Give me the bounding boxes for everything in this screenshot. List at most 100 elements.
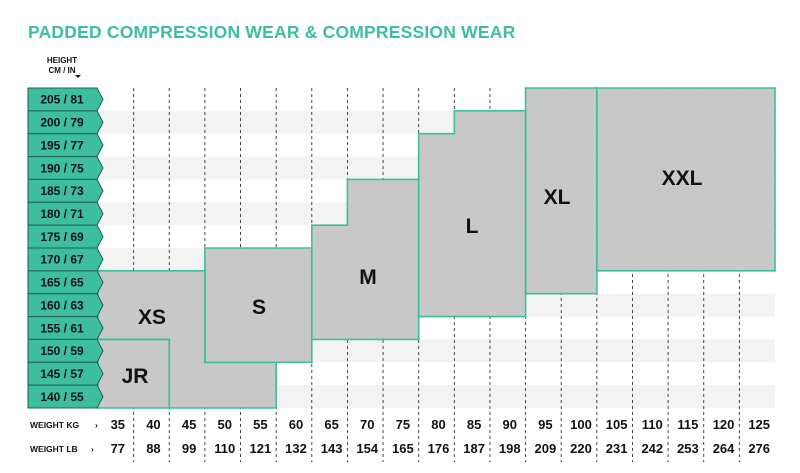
weight-kg-value: 35	[111, 417, 125, 432]
weight-lb-value: 276	[748, 441, 770, 456]
size-cell-l	[454, 248, 491, 272]
height-tag-label: 200 / 79	[40, 116, 84, 130]
size-cell-xxl	[596, 88, 633, 112]
size-cell-m	[383, 179, 420, 203]
size-cell-m	[347, 179, 384, 203]
weight-lb-value: 110	[214, 441, 235, 456]
height-tag	[27, 178, 104, 203]
size-cell-m	[311, 248, 348, 272]
height-tag-label: 165 / 65	[40, 276, 84, 290]
height-tag	[27, 224, 104, 249]
size-cell-xxl	[668, 225, 705, 249]
height-tag-label: 145 / 57	[40, 367, 84, 381]
size-cell-l	[454, 133, 491, 158]
size-cell-xxl	[739, 179, 776, 203]
size-cell-xxl	[668, 248, 705, 272]
height-tag	[27, 293, 104, 318]
size-cell-l	[489, 225, 527, 249]
size-cell-xxl	[668, 179, 705, 203]
weight-kg-value: 120	[713, 417, 735, 432]
weight-lb-value: 121	[249, 441, 271, 456]
weight-lb-value: 132	[285, 441, 307, 456]
size-cell-l	[489, 293, 527, 318]
size-cell-xl	[525, 88, 562, 112]
size-cell-l	[418, 225, 455, 249]
size-label-xxl: XXL	[662, 167, 703, 190]
size-cell-s	[276, 293, 313, 318]
size-cell-xs	[98, 316, 135, 340]
size-cell-xxl	[632, 179, 669, 203]
size-cell-s	[240, 339, 277, 363]
size-cell-l	[454, 179, 491, 203]
weight-kg-value: 60	[289, 417, 303, 432]
size-cell-s	[204, 339, 242, 363]
size-cell-l	[418, 156, 455, 180]
size-cell-s	[240, 293, 277, 318]
size-cell-xxl	[739, 133, 776, 158]
size-cell-xs	[169, 362, 206, 386]
weight-lb-value: 99	[182, 441, 196, 456]
height-header-line1: HEIGHT	[46, 56, 78, 65]
size-cell-xs	[169, 316, 206, 340]
size-cell-s	[276, 248, 313, 272]
size-cell-xxl	[739, 225, 776, 249]
size-cell-xl	[561, 110, 598, 135]
size-cell-jr	[98, 385, 135, 409]
size-cell-s	[204, 270, 242, 295]
height-header-line2: CM / IN	[48, 66, 76, 75]
height-tag-label: 180 / 71	[40, 207, 84, 221]
size-cell-l	[418, 248, 455, 272]
height-tag-label: 185 / 73	[40, 184, 84, 198]
size-cell-l	[454, 156, 491, 180]
size-cell-xl	[525, 202, 562, 226]
chevron-right-icon: ›	[95, 420, 98, 430]
size-cell-xs	[133, 270, 170, 295]
size-cell-xxl	[703, 133, 740, 158]
weight-lb-value: 176	[428, 441, 450, 456]
size-cell-xxl	[596, 225, 633, 249]
size-cell-jr	[98, 362, 135, 386]
size-cell-xs	[204, 362, 242, 386]
weight-lb-value: 187	[463, 441, 485, 456]
weight-kg-value: 70	[360, 417, 374, 432]
size-cell-l	[489, 202, 527, 226]
size-cell-m	[347, 225, 384, 249]
size-cell-xs	[98, 270, 135, 295]
weight-kg-value: 85	[467, 417, 481, 432]
size-cell-m	[383, 270, 420, 295]
size-cell-xxl	[632, 202, 669, 226]
size-cell-jr	[98, 339, 135, 363]
size-cell-l	[418, 202, 455, 226]
size-cell-xxl	[703, 248, 740, 272]
height-tag-label: 170 / 67	[40, 253, 84, 267]
height-tag-label: 195 / 77	[40, 138, 84, 152]
size-cell-s	[240, 316, 277, 340]
weight-lb-value: 165	[392, 441, 414, 456]
size-cell-xxl	[668, 110, 705, 135]
size-cell-m	[311, 316, 348, 340]
height-tag	[27, 361, 104, 386]
height-tag-label: 140 / 55	[40, 390, 84, 404]
weight-lb-value: 220	[570, 441, 592, 456]
down-arrow-icon	[75, 75, 81, 78]
size-cell-m	[383, 202, 420, 226]
height-tag	[27, 338, 104, 363]
weight-lb-value: 242	[641, 441, 663, 456]
size-cell-xxl	[632, 88, 669, 112]
weight-kg-value: 100	[570, 417, 592, 432]
size-cell-xxl	[739, 248, 776, 272]
size-cell-xxl	[632, 133, 669, 158]
size-cell-m	[383, 225, 420, 249]
weight-lb-value: 264	[713, 441, 735, 456]
size-cell-xxl	[632, 110, 669, 135]
size-cell-l	[418, 270, 455, 295]
weight-kg-value: 110	[642, 417, 663, 432]
size-cell-xl	[561, 270, 598, 295]
weight-kg-label: WEIGHT KG	[30, 420, 79, 430]
size-cell-jr	[133, 385, 170, 409]
size-cell-l	[489, 270, 527, 295]
size-cell-s	[276, 339, 313, 363]
weight-kg-value: 80	[431, 417, 445, 432]
size-cell-m	[347, 293, 384, 318]
weight-kg-value: 125	[748, 417, 770, 432]
